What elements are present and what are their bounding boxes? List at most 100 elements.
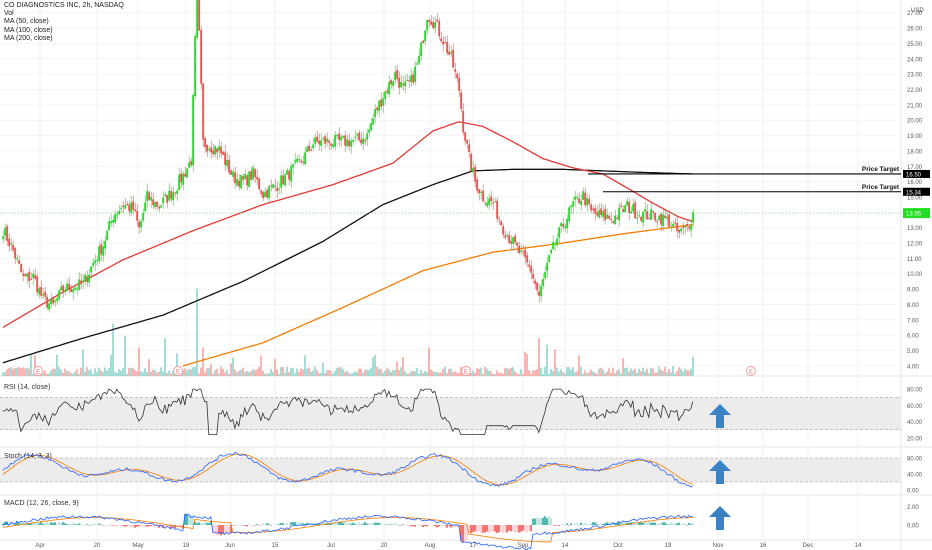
macd-hist-bar — [334, 522, 336, 525]
candle — [202, 83, 205, 140]
macd-hist-bar — [294, 521, 296, 525]
macd-hist-bar — [224, 525, 226, 536]
candle — [688, 226, 691, 229]
volume-bar — [48, 373, 50, 376]
time-axis-label: Sep — [518, 543, 529, 549]
candle — [106, 230, 109, 241]
macd-hist-bar — [592, 522, 594, 525]
volume-bar — [302, 369, 304, 376]
macd-hist-bar — [60, 523, 62, 525]
candle — [366, 133, 369, 140]
macd-hist-bar — [284, 524, 286, 526]
volume-bar — [152, 369, 154, 376]
candle — [8, 238, 11, 247]
macd-hist-bar — [420, 525, 422, 527]
macd-hist-bar — [132, 525, 134, 528]
volume-bar — [306, 368, 308, 376]
volume-bar — [444, 366, 446, 376]
volume-bar — [192, 367, 194, 376]
candle — [450, 51, 453, 54]
candle — [274, 185, 277, 187]
volume-bar — [596, 373, 598, 376]
macd-hist-bar — [666, 524, 668, 525]
macd-hist-bar — [290, 522, 292, 525]
volume-bar — [602, 369, 604, 376]
candle — [552, 242, 555, 249]
volume-bar — [594, 372, 596, 376]
macd-hist-bar — [442, 525, 444, 527]
candle — [354, 136, 357, 138]
price-tick-label: 26.00 — [907, 27, 923, 33]
candle — [326, 138, 329, 142]
macd-hist-bar — [164, 525, 166, 529]
price-target-2-label[interactable]: Price Target — [862, 184, 900, 191]
volume-bar — [640, 371, 642, 376]
up-arrow-icon — [709, 460, 731, 484]
price-tick-label: 25.00 — [907, 42, 923, 48]
candle — [28, 271, 31, 281]
candle — [294, 160, 297, 163]
candle — [22, 273, 25, 276]
macd-hist-bar — [390, 524, 392, 525]
volume-bar — [54, 368, 56, 376]
volume-bar — [142, 372, 144, 376]
volume-bar — [70, 373, 72, 376]
macd-hist-bar — [562, 524, 564, 525]
volume-bar — [324, 373, 326, 376]
volume-bar — [336, 367, 338, 376]
ma100-legend[interactable]: MA (100, close) — [4, 26, 53, 34]
macd-hist-bar — [424, 525, 426, 527]
volume-bar — [548, 373, 550, 376]
macd-hist-bar — [348, 522, 350, 525]
candle — [116, 214, 119, 216]
candle — [224, 152, 227, 165]
ma50-legend[interactable]: MA (50, close) — [4, 18, 49, 26]
macd-hist-bar — [20, 521, 22, 525]
volume-bar — [648, 373, 650, 376]
macd-label[interactable]: MACD (12, 26, close, 9) — [4, 500, 79, 507]
volume-bar — [170, 373, 172, 376]
stoch-label[interactable]: Stoch (14, 3, 3) — [4, 453, 52, 460]
macd-hist-bar — [576, 523, 578, 525]
candle — [194, 36, 197, 96]
volume-bar — [598, 368, 600, 376]
macd-hist-bar — [362, 523, 364, 525]
volume-bar — [76, 369, 78, 376]
candle — [316, 136, 319, 142]
symbol-title[interactable]: CO DIAGNOSTICS INC, 2h, NASDAQ — [4, 2, 124, 9]
candle — [332, 144, 335, 148]
candle — [586, 198, 589, 206]
ma200-legend[interactable]: MA (200, close) — [4, 34, 53, 42]
volume-bar — [320, 372, 322, 376]
volume-bar — [524, 352, 526, 376]
volume-bar — [196, 288, 198, 376]
volume-bar — [480, 367, 482, 376]
volume-legend[interactable]: Vol — [4, 10, 14, 18]
macd-hist-bar — [428, 525, 430, 526]
rsi-label[interactable]: RSI (14, close) — [4, 384, 51, 391]
macd-hist-bar — [398, 524, 400, 526]
volume-bar — [98, 367, 100, 376]
candle — [16, 258, 19, 260]
macd-hist-bar — [494, 525, 496, 532]
macd-hist-bar — [72, 522, 74, 525]
volume-bar — [262, 371, 264, 376]
macd-hist-bar — [412, 525, 414, 527]
volume-bar — [158, 371, 160, 376]
volume-bar — [378, 368, 380, 376]
candle — [150, 197, 153, 201]
macd-hist-bar — [462, 525, 464, 542]
volume-bar — [260, 355, 262, 376]
candle — [600, 208, 603, 215]
candle — [322, 138, 325, 140]
volume-bar — [68, 371, 70, 376]
candle — [610, 218, 613, 220]
price-target-1-label[interactable]: Price Target — [862, 166, 900, 173]
macd-hist-bar — [656, 524, 658, 525]
macd-hist-bar — [502, 525, 504, 534]
stoch-band — [0, 458, 901, 482]
candle — [422, 40, 425, 43]
macd-hist-bar — [346, 523, 348, 525]
volume-bar — [400, 367, 402, 376]
